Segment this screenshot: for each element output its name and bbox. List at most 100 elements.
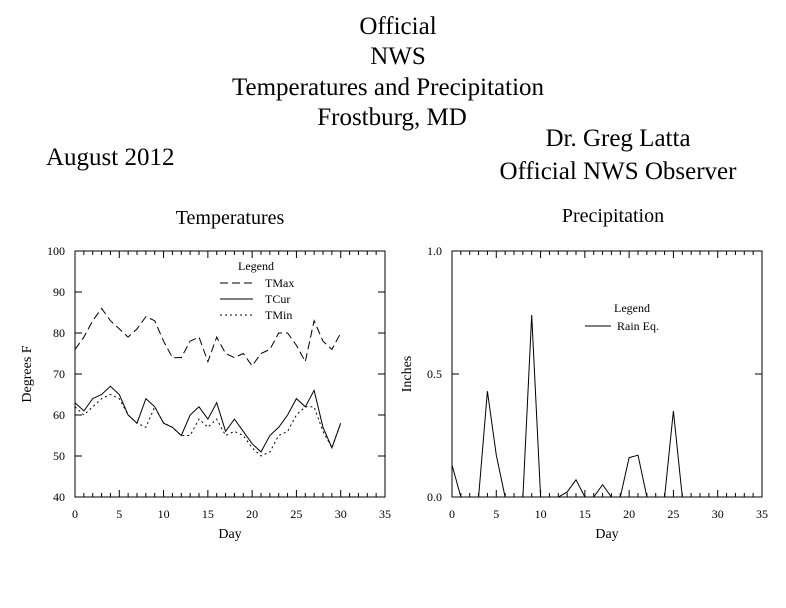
chart-2-series-1-point — [620, 497, 621, 498]
chart-1-series-3-point — [278, 435, 279, 436]
chart-1-series-1-point — [252, 365, 253, 366]
chart-2-series-1-point — [452, 465, 453, 466]
chart-2-series-1-point — [638, 455, 639, 456]
chart-1-series-3-point — [101, 398, 102, 399]
chart-2-series-1-point — [567, 492, 568, 493]
chart-1-legend-title: Legend — [238, 259, 274, 273]
chart-2-series-1-point — [496, 455, 497, 456]
chart-1-series-1-point — [225, 353, 226, 354]
chart-1-series-2-point — [190, 415, 191, 416]
chart-2-series-1-point — [584, 497, 585, 498]
chart-2-series-1-point — [469, 497, 470, 498]
chart-1-series-1-point — [181, 357, 182, 358]
chart-1-series-2-point — [225, 431, 226, 432]
chart-1-series-1-point — [243, 353, 244, 354]
chart-1-series-2-point — [119, 394, 120, 395]
chart-1-series-1-point — [190, 341, 191, 342]
chart-1-x-axis-label: Day — [218, 527, 241, 542]
chart-1-series-1-point — [234, 357, 235, 358]
header-title-line-4: Frostburg, MD — [317, 104, 467, 131]
chart-1-series-3-point — [92, 406, 93, 407]
chart-1-series-3-point — [305, 406, 306, 407]
chart-1-series-3-point — [199, 419, 200, 420]
chart-2-x-tick-label: 35 — [756, 507, 768, 521]
chart-1-series-1-point — [323, 341, 324, 342]
chart-1-series-3-point — [261, 456, 262, 457]
chart-1-series-1-point — [172, 357, 173, 358]
chart-2-series-1-point — [487, 391, 488, 392]
chart-1-legend-label: TMin — [265, 308, 292, 322]
chart-1-series-2-point — [83, 410, 84, 411]
chart-1-series-1-point — [154, 320, 155, 321]
chart-2-x-tick-label: 15 — [579, 507, 591, 521]
chart-1-series-3-point — [75, 406, 76, 407]
chart-1-y-tick-label: 60 — [53, 408, 65, 422]
chart-2-x-tick-label: 25 — [667, 507, 679, 521]
header-title-line-3: Temperatures and Precipitation — [231, 74, 545, 101]
chart-1-series-1-point — [145, 316, 146, 317]
chart-2-plot-frame — [451, 250, 763, 498]
chart-2-series-1-point — [700, 497, 701, 498]
chart-1-y-axis-label: Degrees F — [20, 345, 35, 402]
chart-1-series-3-point — [296, 415, 297, 416]
chart-2-series-1-point — [576, 479, 577, 480]
chart-2-x-tick-label: 5 — [493, 507, 499, 521]
chart-2-series-1-point — [664, 497, 665, 498]
report-month: August 2012 — [46, 144, 175, 171]
chart-1-series-1-point — [119, 328, 120, 329]
chart-1-series-2-point — [234, 419, 235, 420]
chart-2-x-tick-label: 10 — [535, 507, 547, 521]
chart-1-x-tick-label: 25 — [290, 507, 302, 521]
chart-1-series-3-point — [181, 435, 182, 436]
chart-2-series-1-point — [522, 497, 523, 498]
chart-1-series-2-point — [323, 427, 324, 428]
chart-1-plot-frame — [74, 250, 386, 498]
chart-1-series-3-point — [225, 435, 226, 436]
chart-1-x-tick-label: 5 — [116, 507, 122, 521]
chart-2-y-tick-label: 0.0 — [427, 490, 442, 504]
chart-2-series-rain-eq-line — [451, 314, 718, 498]
chart-1-x-tick-label: 10 — [158, 507, 170, 521]
chart-2-series-1-point — [708, 497, 709, 498]
chart-1-series-2-point — [296, 398, 297, 399]
chart-1-series-1-point — [314, 320, 315, 321]
chart-1-legend-label: TCur — [265, 292, 290, 306]
chart-1-series-1-point — [331, 349, 332, 350]
chart-1-series-3-point — [163, 423, 164, 424]
chart-1-series-3-point — [207, 427, 208, 428]
chart-1-series-2-point — [261, 451, 262, 452]
chart-2-legend-label: Rain Eq. — [617, 319, 659, 333]
chart-1-series-3-point — [323, 431, 324, 432]
chart-2-title: Precipitation — [562, 205, 664, 227]
chart-1-series-3-point — [287, 431, 288, 432]
chart-1-series-1-point — [83, 337, 84, 338]
chart-1-series-3-point — [110, 394, 111, 395]
chart-1-series-1-point — [261, 353, 262, 354]
chart-2-series-1-point — [549, 497, 550, 498]
chart-1-series-1-point — [137, 328, 138, 329]
chart-1-series-3-point — [243, 435, 244, 436]
chart-1-x-tick-label: 35 — [379, 507, 391, 521]
chart-1-series-2-point — [199, 406, 200, 407]
chart-2-legend-title: Legend — [614, 301, 650, 315]
chart-1-series-tcur-line — [74, 385, 342, 453]
chart-1-series-3-point — [216, 419, 217, 420]
chart-1-series-1-point — [207, 361, 208, 362]
chart-1-series-2-point — [243, 431, 244, 432]
chart-1-x-tick-label: 30 — [335, 507, 347, 521]
chart-1-series-1-point — [305, 361, 306, 362]
chart-2-x-tick-label: 30 — [712, 507, 724, 521]
chart-1-x-tick-label: 0 — [72, 507, 78, 521]
chart-2-series-1-point — [673, 410, 674, 411]
chart-2-series-1-point — [655, 497, 656, 498]
chart-2-series-1-point — [540, 497, 541, 498]
chart-2-series-1-point — [593, 497, 594, 498]
observer-name: Dr. Greg Latta — [545, 125, 691, 152]
chart-1-y-tick-label: 50 — [53, 449, 65, 463]
chart-1-series-tmin-line — [74, 393, 342, 457]
chart-1-series-3-point — [269, 451, 270, 452]
chart-1-series-2-point — [92, 398, 93, 399]
chart-2-x-tick-label: 0 — [449, 507, 455, 521]
chart-1-series-1-point — [199, 337, 200, 338]
